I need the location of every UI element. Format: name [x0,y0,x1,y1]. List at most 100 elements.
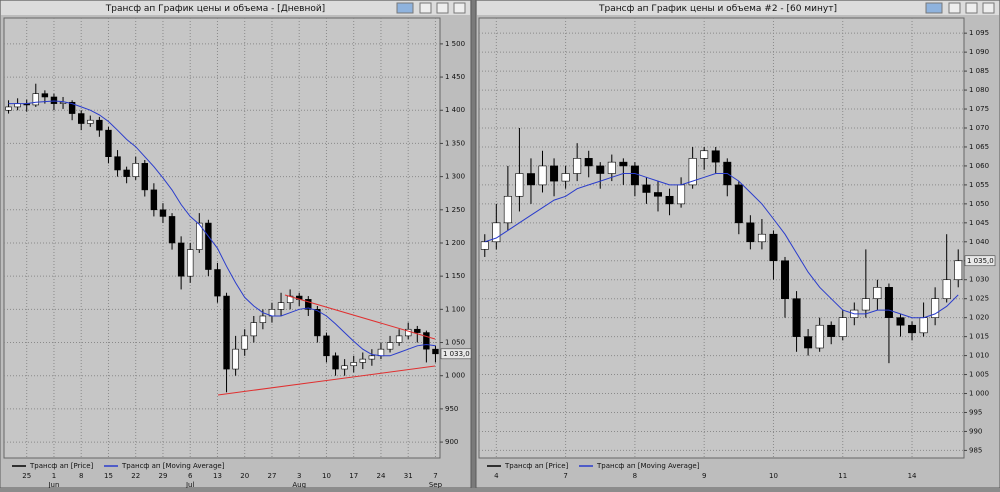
y-tick-label: 1 150 [445,272,465,280]
candle-body [492,222,501,243]
y-tick-label: 1 075 [969,105,989,113]
y-tick-label: 1 050 [969,200,989,208]
y-tick-label: 1 065 [969,143,989,151]
candle-body [596,165,605,174]
x-tick-label: 20 [240,472,249,480]
y-tick-label: 950 [445,405,458,413]
candle-body [78,113,85,124]
legend-label: Трансф ап [Moving Average] [596,462,700,470]
y-tick-label: 1 500 [445,40,465,48]
trend-line-upper [284,294,436,340]
y-tick-label: 1 100 [445,305,465,313]
candle-body [259,315,267,323]
candle-body [792,298,801,337]
candle-body [241,335,248,350]
x-tick-label: 4 [494,472,499,480]
candle-body [861,298,870,311]
minimize-button[interactable] [948,2,961,14]
candle-body [214,269,221,297]
candle-body [573,158,582,174]
y-tick-label: 1 010 [969,352,989,360]
candle-body [873,287,882,299]
x-month-label: Jun [47,481,59,488]
legend-label: Трансф ап [Price] [504,462,569,470]
candle-body [584,158,593,167]
candle-body [414,328,421,333]
candle-body [223,295,230,370]
y-tick-label: 1 350 [445,139,465,147]
candle-body [123,169,130,177]
candle-body [526,173,535,186]
y-tick-label: 1 200 [445,239,465,247]
y-tick-label: 1 005 [969,371,989,379]
y-tick-label: 990 [969,427,982,435]
candle-body [205,222,212,270]
x-tick-label: 10 [769,472,778,480]
x-tick-label: 3 [297,472,301,480]
pin-button[interactable] [925,2,943,14]
candle-body [480,241,489,250]
x-tick-label: 8 [79,472,83,480]
candle-body [908,324,917,334]
candle-body [746,222,755,243]
y-tick-label: 1 060 [969,162,989,170]
legend-label: Трансф ап [Price] [29,462,94,470]
x-tick-label: 10 [322,472,331,480]
y-tick-label: 1 050 [445,339,465,347]
candle-body [5,106,12,111]
candle-body [96,119,103,131]
title-bar [1,1,470,15]
maximize-button[interactable] [436,2,449,14]
moving-average-line [484,173,959,319]
candle-body [14,103,21,108]
window-title: Трансф ап График цены и объема #2 - [60 … [598,4,837,14]
y-tick-label: 1 015 [969,333,989,341]
close-button[interactable] [982,2,995,14]
maximize-button[interactable] [965,2,978,14]
x-tick-label: 6 [188,472,193,480]
y-tick-label: 1 085 [969,67,989,75]
x-tick-label: 22 [131,472,140,480]
plot-area [3,17,441,459]
candle-body [159,209,167,217]
candle-body [954,260,963,281]
candle-body [896,317,905,326]
candle-body [177,242,185,277]
candle-body [942,279,951,299]
y-tick-label: 1 450 [445,73,465,81]
y-tick-label: 1 030 [969,276,989,284]
candle-body [561,173,570,182]
candle-body [538,165,547,186]
plot-area [478,17,965,459]
candle-body [368,355,376,360]
y-tick-label: 1 055 [969,181,989,189]
candle-body [50,96,58,104]
candle-body [350,362,357,367]
y-tick-label: 1 250 [445,206,465,214]
candle-body [423,332,430,350]
moving-average-line [8,100,436,357]
candle-body [804,336,813,349]
candle-body [405,328,412,337]
minimize-button[interactable] [419,2,432,14]
x-month-label: Aug [292,481,306,488]
candle-body [105,129,112,158]
x-tick-label: 31 [404,472,413,480]
chart-window: Трансф ап График цены и объема - [Дневно… [0,0,472,489]
trend-line-lower [217,365,436,396]
candle-body [642,184,651,193]
close-button[interactable] [453,2,466,14]
candle-body [711,150,720,163]
candle-body [377,348,385,357]
pin-button[interactable] [396,2,414,14]
y-tick-label: 1 025 [969,295,989,303]
y-tick-label: 1 040 [969,238,989,246]
candle-body [688,158,697,186]
candle-body [815,324,824,349]
y-tick-label: 1 080 [969,86,989,94]
candle-body [141,163,148,191]
candle-body [515,173,524,197]
candle-body [677,184,686,205]
candle-body [305,299,312,310]
